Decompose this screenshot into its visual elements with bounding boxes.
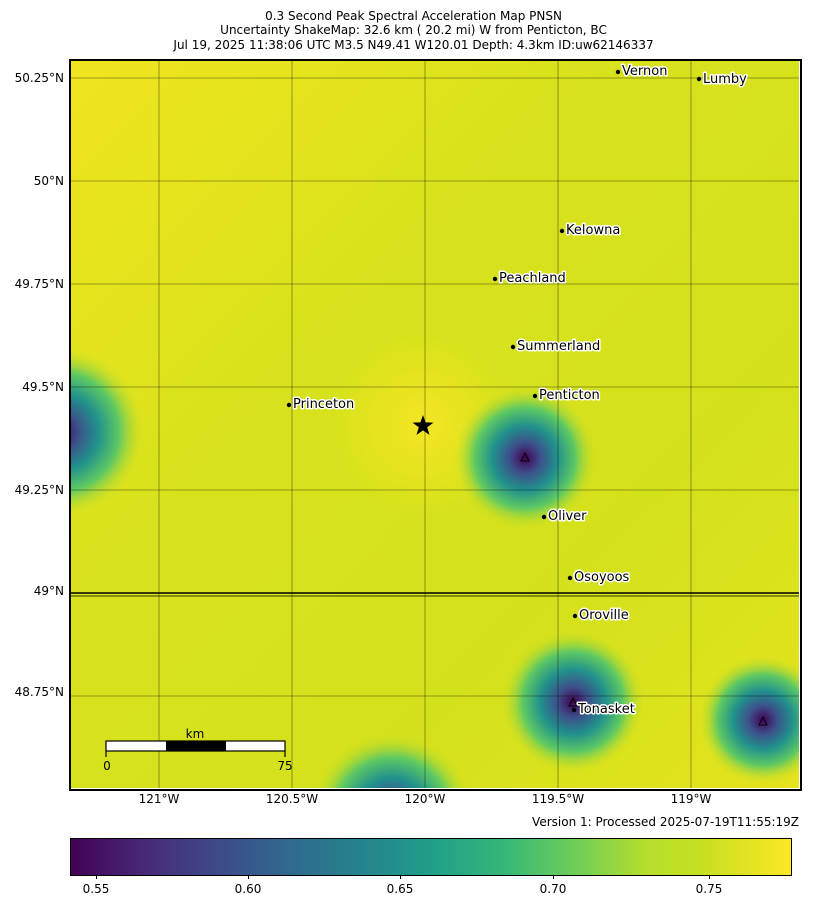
map-title: 0.3 Second Peak Spectral Acceleration Ma…	[265, 9, 562, 23]
colorbar-tick	[553, 875, 554, 879]
city-penticton: Penticton	[532, 387, 601, 405]
colorbar-label: 0.60	[234, 882, 262, 896]
city-oliver: Oliver	[541, 508, 589, 526]
scale-start: 0	[103, 759, 111, 773]
city-princeton: Princeton	[286, 396, 356, 414]
map-canvas: Vernon Lumby Kelowna Peachland Summerlan…	[70, 60, 799, 788]
lon-label: 120.5°W	[265, 792, 319, 806]
lat-label: 50.25°N	[14, 71, 64, 85]
city-vernon: Vernon	[615, 63, 669, 81]
colorbar-tick	[96, 875, 97, 879]
city-label: Oliver	[548, 509, 587, 524]
city-label: Oroville	[579, 608, 629, 623]
station-low-uncertainty-area	[314, 733, 470, 788]
station-low-uncertainty-area	[453, 386, 597, 530]
station-triangle-icon	[758, 715, 768, 726]
station-triangle-icon	[520, 451, 530, 462]
version-text: Version 1: Processed 2025-07-19T11:55:19…	[532, 815, 799, 829]
colorbar-tick	[248, 875, 249, 879]
colorbar-label: 0.75	[695, 882, 723, 896]
city-lumby: Lumby	[696, 71, 749, 89]
map-subtitle: Uncertainty ShakeMap: 32.6 km ( 20.2 mi)…	[220, 23, 607, 37]
lat-label: 49.25°N	[14, 483, 64, 497]
colorbar-label: 0.70	[539, 882, 567, 896]
epicenter-star-icon	[412, 415, 434, 435]
city-label: Penticton	[539, 388, 600, 403]
lat-label: 49.5°N	[22, 380, 64, 394]
city-tonasket: Tonasket	[571, 701, 636, 719]
city-kelowna: Kelowna	[559, 222, 622, 240]
lon-label: 119.5°W	[531, 792, 585, 806]
city-label: Osoyoos	[574, 570, 630, 585]
scale-bar: km 0 75	[103, 727, 292, 773]
uncertainty-map[interactable]: Vernon Lumby Kelowna Peachland Summerlan…	[70, 60, 799, 788]
station-low-uncertainty-area	[501, 630, 645, 774]
station-triangle-icon	[568, 696, 578, 707]
lon-label: 120°W	[404, 792, 446, 806]
colorbar-label: 0.65	[386, 882, 414, 896]
city-label: Vernon	[622, 64, 667, 79]
city-oroville: Oroville	[572, 607, 630, 625]
lat-label: 48.75°N	[14, 685, 64, 699]
colorbar	[70, 838, 792, 876]
event-info: Jul 19, 2025 11:38:06 UTC M3.5 N49.41 W1…	[173, 38, 654, 52]
lat-label: 50°N	[33, 174, 64, 188]
station-low-uncertainty-area	[70, 347, 145, 517]
lat-label: 49.75°N	[14, 277, 64, 291]
station-markers	[520, 451, 768, 726]
city-label: Summerland	[517, 339, 600, 354]
lon-label: 119°W	[670, 792, 712, 806]
city-label: Princeton	[293, 397, 354, 412]
lon-label: 121°W	[138, 792, 180, 806]
city-label: Tonasket	[577, 702, 635, 717]
city-label: Peachland	[499, 271, 566, 286]
colorbar-label: 0.55	[82, 882, 110, 896]
station-low-uncertainty-area	[698, 655, 799, 785]
lat-label: 49°N	[33, 584, 64, 598]
colorbar-tick	[400, 875, 401, 879]
city-markers: Vernon Lumby Kelowna Peachland Summerlan…	[286, 63, 749, 719]
city-peachland: Peachland	[492, 270, 567, 288]
colorbar-tick	[709, 875, 710, 879]
city-label: Kelowna	[566, 223, 620, 238]
city-label: Lumby	[703, 72, 747, 87]
scale-end: 75	[277, 759, 292, 773]
city-osoyoos: Osoyoos	[567, 569, 631, 587]
city-summerland: Summerland	[510, 338, 602, 356]
scale-unit: km	[186, 727, 205, 741]
